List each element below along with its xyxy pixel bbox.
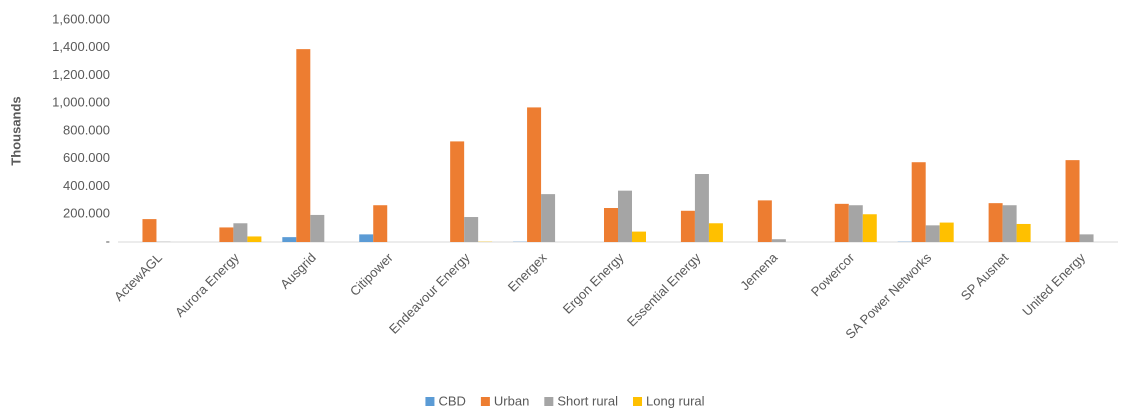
x-tick-label: Ausgrid (277, 250, 319, 292)
bar (450, 141, 465, 242)
x-tick-label: Essential Energy (624, 250, 704, 330)
x-tick-label: Energex (505, 250, 550, 295)
legend-swatch (480, 397, 490, 406)
x-tick-label: Citipower (347, 249, 396, 298)
y-tick-label: 1,600.000 (52, 11, 110, 26)
bar (680, 210, 695, 242)
x-tick-label: SP Ausnet (958, 250, 1012, 304)
legend-label: CBD (438, 393, 465, 408)
x-tick-label: SA Power Networks (842, 250, 934, 342)
x-tick-label: Aurora Energy (172, 250, 242, 320)
bar (541, 194, 556, 242)
bar (219, 227, 234, 242)
bar (282, 237, 297, 242)
x-tick-label: Ergon Energy (560, 250, 627, 317)
bar (233, 223, 248, 242)
bar (604, 208, 618, 242)
bar (373, 205, 388, 242)
bar (1016, 223, 1031, 242)
legend-swatch (544, 397, 554, 406)
bar (848, 205, 863, 242)
bar (757, 200, 772, 242)
bar (911, 162, 926, 242)
legend-swatch (425, 397, 435, 406)
y-tick-label: 1,200.000 (52, 67, 110, 82)
bar (694, 174, 709, 242)
y-tick-label: 400.000 (63, 178, 110, 193)
bar (296, 49, 311, 243)
bar (834, 203, 849, 242)
bar (1079, 234, 1094, 242)
legend-label: Long rural (646, 393, 705, 408)
x-tick-label: Powercor (808, 249, 858, 299)
x-tick-label: Jemena (737, 249, 781, 293)
bar (1065, 160, 1080, 242)
bar (771, 239, 786, 242)
bar (862, 214, 877, 242)
bar (527, 107, 542, 242)
legend-label: Short rural (557, 393, 618, 408)
legend-label: Urban (494, 393, 529, 408)
bar (939, 222, 954, 242)
y-tick-label: 1,400.000 (52, 39, 110, 54)
bar (359, 234, 374, 242)
bar (632, 231, 646, 242)
bar (1002, 205, 1017, 242)
x-tick-label: Endeavour Energy (386, 250, 473, 337)
bar (925, 225, 940, 242)
x-tick-label: United Energy (1019, 250, 1088, 319)
bar (310, 214, 325, 242)
bar (708, 223, 723, 242)
legend-swatch (633, 397, 643, 406)
y-tick-label: 1,000.000 (52, 95, 110, 110)
bar (142, 219, 157, 242)
y-tick-label: 200.000 (63, 206, 110, 221)
bar (247, 236, 262, 242)
bar (988, 203, 1003, 242)
bar (464, 217, 479, 242)
y-tick-label: 800.000 (63, 122, 110, 137)
y-tick-label: - (106, 233, 110, 248)
bar (618, 190, 632, 242)
x-tick-label: ActewAGL (111, 250, 165, 304)
y-tick-label: 600.000 (63, 150, 110, 165)
y-axis-title: Thousands (8, 96, 23, 165)
